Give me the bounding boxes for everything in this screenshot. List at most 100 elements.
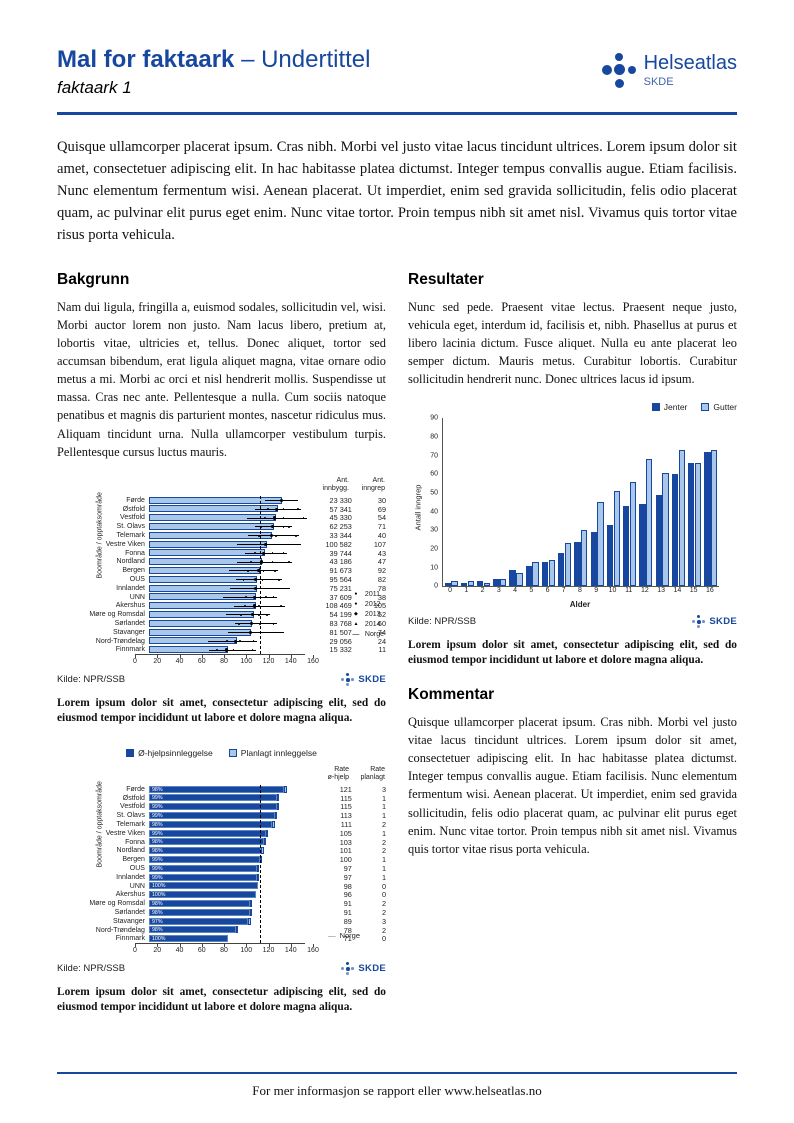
year-marker-dot — [275, 507, 279, 511]
y-axis-ticks: 0 10 20 30 40 50 60 70 80 90 — [420, 415, 442, 590]
bar-row: Stavanger 97% 89 3 — [71, 917, 386, 926]
bar-row-plot — [148, 549, 318, 558]
value-cell: 1 — [381, 864, 387, 874]
bar-row-plot — [148, 496, 318, 505]
x-axis-tick-label: 0 — [133, 947, 137, 955]
skde-logo: SKDE — [692, 615, 737, 629]
legend-swatch — [126, 748, 135, 757]
value-cell: 52 — [377, 610, 387, 620]
value-cell: 38 — [377, 592, 387, 602]
bar-row: Vestre Viken 100 582 107 — [71, 540, 386, 549]
value-cell: 97 — [343, 864, 352, 874]
year-marker-dot — [241, 631, 244, 634]
bar-row-plot — [148, 505, 318, 514]
legend-label: Jenter — [663, 402, 688, 413]
year-marker-dot — [267, 508, 269, 511]
page-title-main: Mal for faktaark — [57, 46, 235, 73]
vbar-jenter — [639, 504, 646, 587]
year-marker-dot — [257, 569, 261, 573]
bar-row-plot: 99% — [148, 829, 318, 838]
bar-row-plot — [148, 566, 318, 575]
value-cell: 100 — [339, 855, 352, 865]
value-cell: 92 — [377, 566, 387, 576]
value-cell: 81 507 — [329, 627, 352, 637]
vbar-jenter — [623, 506, 630, 587]
bar-row-label: Akershus — [115, 602, 145, 610]
page-title-subtitle: – Undertittel — [234, 46, 371, 73]
bar-row-label: Møre og Romsdal — [89, 900, 145, 908]
value-cell: 0 — [381, 934, 387, 944]
bar-row-label: Fonna — [125, 838, 145, 846]
year-marker-dot — [279, 631, 282, 634]
vbar-gutter — [646, 459, 653, 587]
bar-row-label: Bergen — [122, 856, 145, 864]
norge-reference-line — [260, 784, 262, 944]
vbar-jenter — [460, 582, 468, 587]
legend-item: Gutter — [701, 402, 737, 412]
year-marker-dot — [249, 622, 253, 626]
bar-row: Akershus 108 469 105 — [71, 601, 386, 610]
value-cell: 91 — [343, 899, 352, 909]
acute-bar: 98% — [148, 908, 251, 916]
value-cell: 57 341 — [329, 504, 352, 514]
year-marker-dot — [215, 649, 218, 651]
year-marker-dot — [258, 605, 260, 607]
acute-bar: 99% — [148, 856, 261, 864]
bar-row-plot: 98% — [148, 847, 318, 856]
bar-row: Bergen 99% 100 1 — [71, 855, 386, 864]
acute-bar: 99% — [148, 864, 257, 872]
page-title: Mal for faktaark – Undertittel — [57, 46, 370, 74]
value-cell: 2 — [381, 925, 387, 935]
year-range-line — [225, 614, 271, 616]
bar-row-plot: 100% — [148, 882, 318, 891]
x-axis-line — [135, 654, 305, 656]
bar-row: Finnmark 100% 71 0 — [71, 934, 387, 944]
planned-bar — [256, 864, 259, 872]
value-cell: 103 — [339, 837, 352, 847]
bar-row-plot — [148, 575, 318, 584]
x-axis-tick — [157, 655, 159, 659]
bar-row-label: UNN — [129, 593, 145, 601]
value-cell: 15 332 — [329, 645, 352, 655]
value-cell: 82 — [377, 574, 387, 584]
year-marker-dot — [272, 499, 275, 502]
vbar-gutter — [451, 580, 458, 587]
x-axis-tick-label: 20 — [153, 658, 162, 666]
chart1-plot-wrap: Boområde / opptaksområde Førde 23 330 30 Øst… — [71, 492, 387, 655]
x-axis-tick-label: 140 — [284, 658, 297, 666]
year-marker-dot — [288, 561, 291, 563]
planned-bar — [235, 926, 238, 934]
year-marker-dot — [239, 640, 242, 643]
heading-resultater: Resultater — [408, 270, 484, 288]
x-axis-label: Alder — [569, 600, 591, 610]
year-marker-dot — [279, 498, 283, 503]
value-cell: 2 — [381, 908, 387, 918]
x-axis-tick-label: 5 — [529, 587, 534, 595]
bar-row: Fonna 98% 103 2 — [71, 838, 386, 847]
legend-swatch — [651, 403, 660, 412]
year-marker-dot — [274, 534, 277, 537]
column-header: Ant. innbygg. — [322, 476, 349, 492]
y-axis-tick-label: 80 — [430, 433, 438, 441]
y-axis-tick-label: 10 — [430, 564, 438, 572]
planned-bar — [283, 785, 287, 793]
x-axis-tick-label: 0 — [133, 658, 137, 666]
year-range-line — [236, 543, 302, 545]
chart-admission-types: Ø-hjelpsinnleggelse Planlagt innleggelse R… — [57, 748, 387, 976]
planned-bar — [276, 803, 279, 811]
bar-row: Akershus 100% 96 0 — [71, 890, 386, 899]
legend-label: Gutter — [713, 402, 737, 413]
chart2-plot-wrap: Boområde / opptaksområde Førde 98% 121 3 Østf… — [71, 781, 387, 944]
x-axis-tick-label: 140 — [284, 947, 297, 955]
vbar-jenter — [606, 524, 614, 587]
bar-row-label: Bergen — [122, 567, 145, 575]
acute-bar: 100% — [148, 935, 228, 943]
value-cell: 75 231 — [329, 583, 352, 593]
value-cell: 71 — [343, 934, 352, 944]
bar-row-plot: 99% — [148, 864, 318, 873]
year-marker-dot — [286, 587, 288, 590]
heading-bakgrunn: Bakgrunn — [57, 270, 130, 288]
acute-bar: 99% — [148, 829, 266, 837]
value-cell: 0 — [381, 881, 387, 891]
year-marker-dot — [261, 578, 264, 581]
